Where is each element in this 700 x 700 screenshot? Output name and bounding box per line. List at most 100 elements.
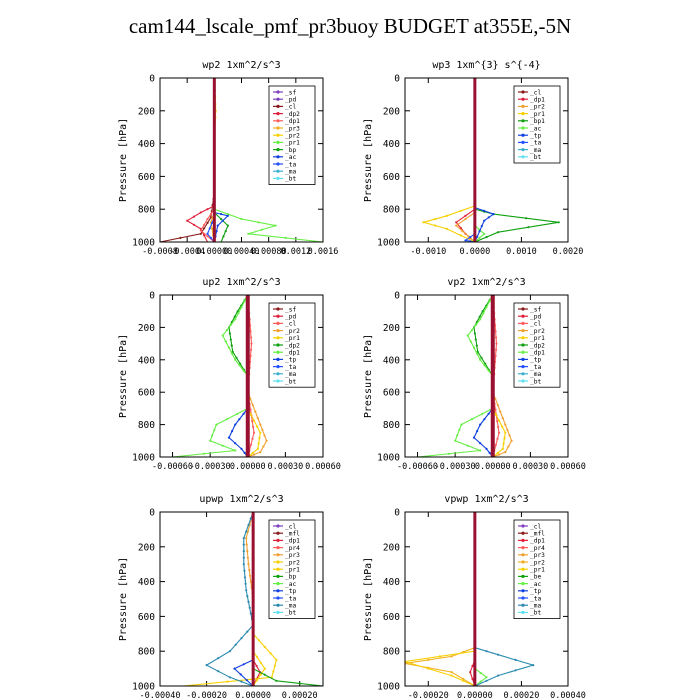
legend: _sf_pd_cl_dp2_dp1_pr3_pr2_pr1_bp_ac_ta_m… [268, 85, 316, 185]
legend-label: _ma [530, 147, 541, 154]
series-marker [497, 419, 501, 422]
legend-label: _pr1 [285, 567, 300, 574]
legend-label: _pr2 [530, 104, 545, 111]
series-marker [460, 423, 463, 426]
x-tick-label: -0.00030 [435, 462, 476, 472]
plot-frame [159, 294, 324, 458]
legend-marker [521, 596, 525, 600]
series-marker [263, 673, 266, 676]
y-tick-label: 600 [138, 388, 155, 399]
series-marker [229, 338, 232, 341]
x-tick-label: 0.00000 [196, 247, 232, 257]
series-marker [458, 428, 461, 432]
series-marker [249, 443, 252, 446]
series-marker [251, 404, 254, 407]
y-tick-label: 600 [383, 172, 400, 183]
legend-label: _ma [285, 169, 296, 176]
legend-marker [276, 133, 280, 137]
y-tick-label: 800 [383, 420, 400, 431]
legend-label: _bp [285, 147, 296, 154]
series-marker [496, 420, 499, 423]
series-marker [494, 354, 497, 357]
series-marker [497, 431, 501, 434]
series-marker [483, 232, 486, 235]
series-marker [224, 340, 227, 343]
series-marker [269, 652, 272, 655]
legend-label: _dp2 [285, 342, 300, 349]
series-marker [532, 664, 535, 667]
series-marker [454, 439, 457, 442]
series-marker [459, 209, 462, 212]
legend-marker [276, 148, 280, 152]
series-marker [502, 442, 505, 445]
x-tick-label: 0.00040 [224, 247, 260, 257]
legend-label: _dp1 [285, 538, 300, 545]
legend-label: _ta [285, 161, 296, 168]
series-marker [501, 447, 504, 450]
y-tick-label: 800 [138, 205, 155, 216]
legend-label: _pr1 [285, 335, 300, 342]
series-marker [216, 224, 219, 227]
legend-label: _dp2 [530, 342, 545, 349]
legend-marker [521, 90, 525, 94]
series-line-ac [474, 512, 488, 686]
series-marker [262, 445, 265, 448]
legend-marker [276, 329, 280, 333]
series-marker [220, 213, 223, 216]
series-line-tp [473, 295, 494, 457]
series-marker [481, 310, 484, 313]
y-tick-label: 400 [138, 355, 155, 366]
legend-marker [276, 538, 280, 543]
series-marker [476, 430, 479, 433]
legend-label: _bp1 [530, 118, 545, 125]
x-tick-label: -0.0004 [169, 247, 205, 257]
legend-label: _bp [285, 574, 296, 581]
series-marker [503, 437, 506, 440]
series-marker [239, 673, 242, 676]
legend-label: _tp [530, 588, 541, 595]
y-axis-label: Pressure [hPa] [118, 334, 129, 418]
series-marker [256, 447, 259, 450]
legend-label: _bt [530, 610, 541, 617]
series-marker [475, 323, 478, 326]
series-marker [261, 428, 264, 432]
legend-label: _dp1 [285, 350, 300, 357]
y-tick-label: 400 [138, 139, 155, 150]
legend-label: _be [530, 574, 541, 581]
series-marker [243, 300, 246, 303]
y-tick-label: 800 [138, 420, 155, 431]
series-marker [479, 358, 482, 361]
legend-label: _bt [530, 378, 541, 385]
series-marker [247, 523, 250, 527]
series-marker [258, 437, 261, 440]
legend-marker [521, 155, 525, 159]
legend-marker [521, 350, 525, 354]
legend-marker [276, 574, 280, 579]
series-marker [459, 234, 462, 237]
series-marker [494, 443, 497, 446]
series-marker [496, 404, 499, 407]
series-marker [247, 232, 250, 235]
series-marker [242, 663, 245, 666]
series-marker [265, 439, 268, 442]
series-marker [255, 679, 259, 682]
series-marker [482, 312, 485, 315]
legend-label: _dp1 [530, 538, 545, 545]
series-marker [226, 680, 229, 683]
y-tick-label: 600 [383, 388, 400, 399]
series-marker [247, 563, 250, 566]
series-marker [485, 679, 488, 682]
legend-label: _pr1 [285, 140, 300, 147]
series-marker [455, 221, 458, 224]
x-tick-label: -0.0008 [142, 247, 178, 257]
y-axis-label: Pressure [hPa] [118, 118, 129, 202]
legend-marker [521, 372, 525, 376]
series-marker [497, 653, 500, 656]
series-marker [462, 679, 465, 682]
series-marker [250, 336, 253, 339]
series-marker [504, 431, 507, 434]
series-marker [471, 664, 474, 668]
series-marker [479, 423, 482, 426]
series-marker [243, 451, 246, 454]
series-marker [474, 338, 477, 341]
